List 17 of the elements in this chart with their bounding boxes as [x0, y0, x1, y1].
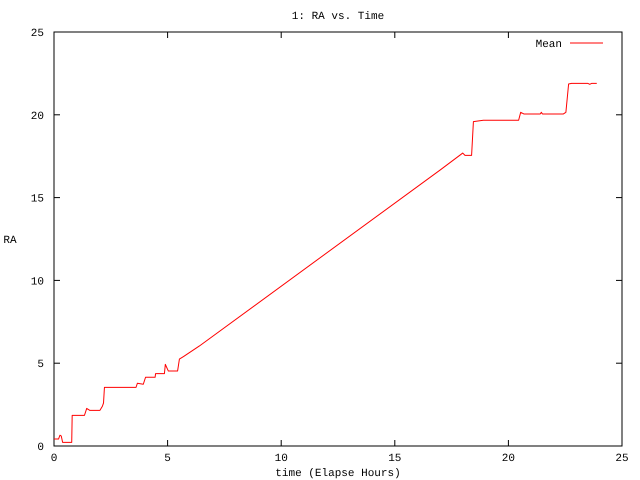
x-axis-title: time (Elapse Hours)	[275, 468, 401, 480]
x-tick-label: 20	[502, 453, 515, 465]
y-tick-label: 15	[30, 194, 44, 206]
y-tick-label: 20	[30, 110, 44, 123]
x-tick-label: 5	[164, 453, 171, 465]
y-tick-label: 0	[37, 442, 44, 454]
chart-title: 1: RA vs. Time	[292, 11, 384, 23]
y-tick-label: 5	[37, 359, 44, 372]
x-tick-label: 15	[388, 453, 402, 465]
x-tick-label: 10	[274, 453, 288, 465]
x-tick-label: 0	[50, 453, 58, 465]
legend-label: Mean	[536, 39, 562, 51]
y-tick-label: 10	[30, 276, 44, 288]
x-tick-label: 25	[615, 453, 629, 465]
y-tick-label: 25	[30, 28, 44, 40]
line-series	[54, 82, 598, 443]
y-axis-title: RA	[3, 235, 17, 247]
